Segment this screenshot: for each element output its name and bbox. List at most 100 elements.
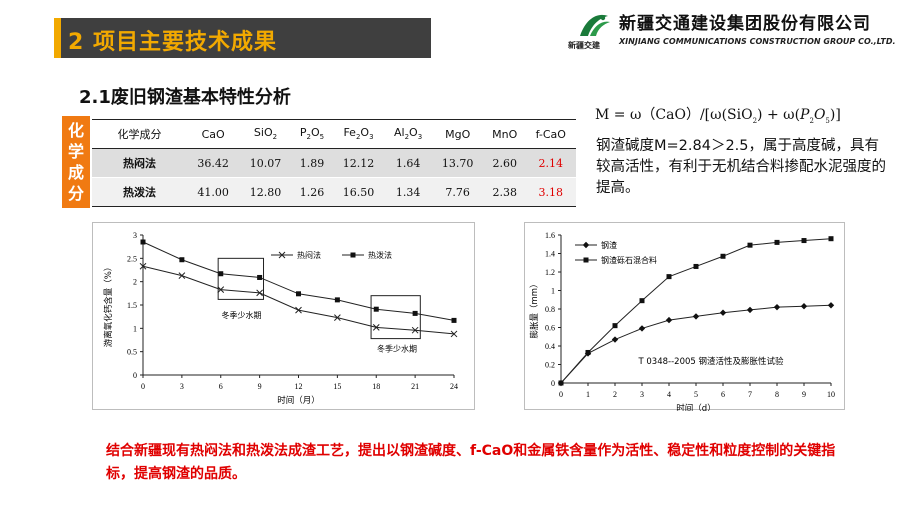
col-header: MgO xyxy=(431,119,484,149)
fcao-chart: 0 3 6 9 12 15 18 21 24 0 0.5 1 1.5 2 2.5 3 时间（月） 游离氧化钙含量（… xyxy=(103,231,458,406)
data-point xyxy=(217,286,225,293)
data-point xyxy=(218,271,224,277)
x-tick-label: 24 xyxy=(450,382,458,391)
data-point xyxy=(411,326,419,334)
data-point xyxy=(139,262,147,270)
y-tick-label: 2.5 xyxy=(127,254,137,263)
table-cell: 10.07 xyxy=(239,148,292,178)
col-fcao: f-CaO xyxy=(535,127,566,141)
legend-label: 钢渣砾石混合料 xyxy=(601,255,657,265)
table-header-row: 化学成分 CaO SiO2 P2O5 Fe2O3 Al2O3 MgO MnO f… xyxy=(92,119,576,149)
x-tick-label: 1 xyxy=(586,390,590,399)
data-point xyxy=(665,316,673,324)
x-tick-label: 9 xyxy=(802,390,806,399)
y-tick-label: 0 xyxy=(133,371,137,380)
table-cell: 41.00 xyxy=(187,177,240,207)
data-point xyxy=(412,310,418,316)
table-cell: 1.89 xyxy=(291,148,333,178)
data-point xyxy=(612,323,618,329)
row-label: 热泼法 xyxy=(92,177,187,207)
y-tick-label: 0 xyxy=(551,379,555,388)
x-tick-label: 8 xyxy=(775,390,779,399)
table-cell-highlight: 3.18 xyxy=(525,177,576,207)
winter-box-2 xyxy=(370,295,421,340)
y-tick-label: 1.6 xyxy=(545,231,555,240)
y-axis-label: 游离氧化钙含量（%） xyxy=(103,263,114,348)
col-header: f-CaO xyxy=(525,119,576,149)
x-tick-label: 6 xyxy=(721,390,725,399)
x-tick-label: 4 xyxy=(667,390,671,399)
data-point xyxy=(257,274,263,280)
side-label-char: 学 xyxy=(67,142,84,161)
data-point xyxy=(140,239,146,245)
x-tick-label: 7 xyxy=(748,390,752,399)
x-tick-label: 3 xyxy=(640,390,644,399)
data-point xyxy=(827,302,835,309)
table-header-label: 化学成分 xyxy=(92,119,187,149)
x-axis-label: 时间（月） xyxy=(277,395,320,406)
col-header: P2O5 xyxy=(291,119,333,149)
x-tick-label: 0 xyxy=(559,390,563,399)
x-tick-label: 10 xyxy=(827,390,835,399)
data-point xyxy=(450,330,458,338)
basicity-description: 钢渣碱度M=2.84＞2.5，属于高度碱，具有较高活性，有利于无机结合料掺配水泥… xyxy=(596,138,886,196)
company-name-cn: 新疆交通建设集团股份有限公司 xyxy=(619,14,871,34)
data-point xyxy=(801,238,807,244)
data-point xyxy=(334,297,340,303)
x-tick-label: 6 xyxy=(219,382,223,391)
data-point xyxy=(558,380,564,386)
y-tick-label: 3 xyxy=(133,231,137,240)
y-tick-label: 1.2 xyxy=(545,268,555,277)
x-tick-label: 21 xyxy=(411,382,419,391)
col-mno: MnO xyxy=(492,127,518,141)
y-tick-label: 0.6 xyxy=(545,324,555,333)
row-label: 热闷法 xyxy=(92,148,187,178)
data-point xyxy=(746,306,754,314)
conclusion-text: 结合新疆现有热闷法和热泼法成渣工艺，提出以钢渣碱度、f-CaO和金属铁含量作为活… xyxy=(106,443,836,482)
series-line-1 xyxy=(142,265,455,335)
col-cao: CaO xyxy=(201,127,225,141)
col-header: Al2O3 xyxy=(384,119,432,149)
table-cell: 2.38 xyxy=(483,177,526,207)
data-point xyxy=(372,324,380,331)
y-tick-label: 0.4 xyxy=(545,342,555,351)
expansion-chart-frame: 0 1 2 3 4 5 6 7 8 9 10 0 0.2 0.4 0.6 0.8 1 1.2 1.4 1.6 时间（d）… xyxy=(524,222,845,411)
table-row: 热泼法 41.00 12.80 1.26 16.50 1.34 7.76 2.3… xyxy=(92,177,576,207)
basicity-formula: M = ω（CaO）/[ω(SiO2) + ω(P2O5)] xyxy=(595,107,841,125)
x-tick-label: 0 xyxy=(141,382,145,391)
col-header: SiO2 xyxy=(239,119,292,149)
y-tick-label: 0.5 xyxy=(127,348,137,357)
annotation-winter-2: 冬季少水期 xyxy=(377,344,417,354)
table-cell: 1.26 xyxy=(291,177,333,207)
y-tick-label: 0.8 xyxy=(545,305,555,314)
side-label: 化 学 成 分 xyxy=(62,116,90,208)
data-point xyxy=(296,291,301,297)
col-mgo: MgO xyxy=(445,127,471,141)
table-cell: 1.34 xyxy=(384,177,432,207)
x-tick-label: 18 xyxy=(372,382,380,391)
col-header: MnO xyxy=(483,119,526,149)
side-label-char: 化 xyxy=(67,121,84,140)
data-point xyxy=(373,306,379,312)
table-cell: 1.64 xyxy=(384,148,432,178)
chemical-composition-table: 化学成分 CaO SiO2 P2O5 Fe2O3 Al2O3 MgO MnO f… xyxy=(92,119,576,207)
data-point xyxy=(611,336,619,343)
table-cell: 12.12 xyxy=(332,148,385,178)
company-logo-icon xyxy=(580,14,610,36)
company-name-en: XINJIANG COMMUNICATIONS CONSTRUCTION GRO… xyxy=(619,37,896,46)
legend-marker xyxy=(278,251,286,259)
data-point xyxy=(693,263,699,269)
data-point xyxy=(692,313,700,320)
data-point xyxy=(295,306,302,314)
x-tick-label: 12 xyxy=(295,382,303,391)
page-title: 2 项目主要技术成果 xyxy=(68,30,277,55)
x-tick-label: 9 xyxy=(258,382,262,391)
data-point xyxy=(719,309,727,316)
winter-box-1 xyxy=(217,257,265,300)
y-tick-label: 1.5 xyxy=(127,301,137,310)
table-row: 热闷法 36.42 10.07 1.89 12.12 1.64 13.70 2.… xyxy=(92,148,576,178)
y-tick-label: 1.4 xyxy=(545,250,555,259)
expansion-chart: 0 1 2 3 4 5 6 7 8 9 10 0 0.2 0.4 0.6 0.8 1 1.2 1.4 1.6 时间（d）… xyxy=(529,231,835,411)
chart-caption: T 0348--2005 钢渣活性及膨胀性试验 xyxy=(638,356,784,367)
table-cell: 2.60 xyxy=(483,148,526,178)
